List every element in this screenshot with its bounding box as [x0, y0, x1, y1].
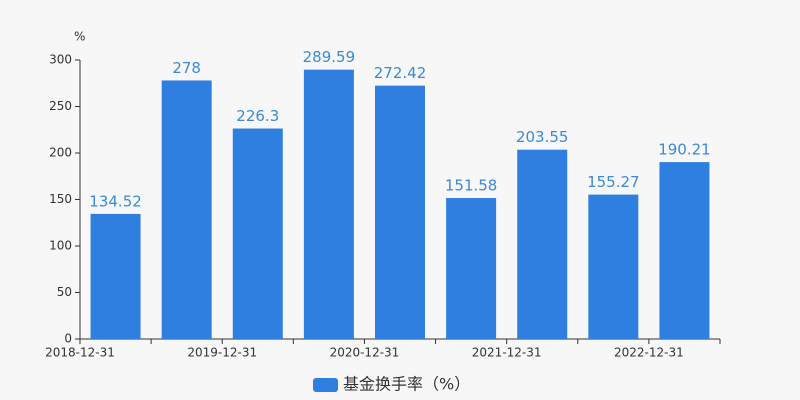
value-label: 151.58 — [445, 177, 498, 195]
value-label: 190.21 — [658, 141, 711, 159]
legend-label: 基金换手率（%） — [343, 375, 470, 394]
y-tick-label: 250 — [49, 99, 72, 113]
bar — [659, 162, 710, 339]
legend-swatch — [313, 378, 338, 392]
value-label: 272.42 — [374, 64, 427, 82]
y-tick-label: 200 — [49, 146, 72, 160]
y-tick-label: 100 — [49, 239, 72, 253]
bar — [375, 85, 425, 339]
bar — [446, 198, 497, 339]
value-label: 134.52 — [89, 192, 142, 210]
bar — [90, 213, 141, 339]
value-label: 203.55 — [516, 128, 569, 146]
y-tick-label: 300 — [49, 53, 72, 67]
x-tick-label: 2022-12-31 — [614, 346, 684, 360]
y-axis-label: % — [74, 30, 85, 44]
value-label: 155.27 — [587, 173, 640, 191]
x-tick-label: 2021-12-31 — [472, 346, 542, 360]
bar — [517, 149, 568, 339]
bar — [303, 69, 354, 339]
y-tick-label: 150 — [49, 192, 72, 206]
y-tick-label: 0 — [64, 332, 72, 346]
value-label: 226.3 — [236, 107, 279, 125]
bar — [161, 80, 212, 340]
value-label: 278 — [172, 59, 201, 77]
x-tick-label: 2019-12-31 — [187, 346, 257, 360]
x-tick-label: 2020-12-31 — [330, 346, 400, 360]
value-label: 289.59 — [303, 48, 356, 66]
y-tick-label: 50 — [57, 285, 72, 299]
bar — [588, 194, 639, 339]
x-tick-label: 2018-12-31 — [45, 346, 115, 360]
bar — [232, 128, 283, 339]
